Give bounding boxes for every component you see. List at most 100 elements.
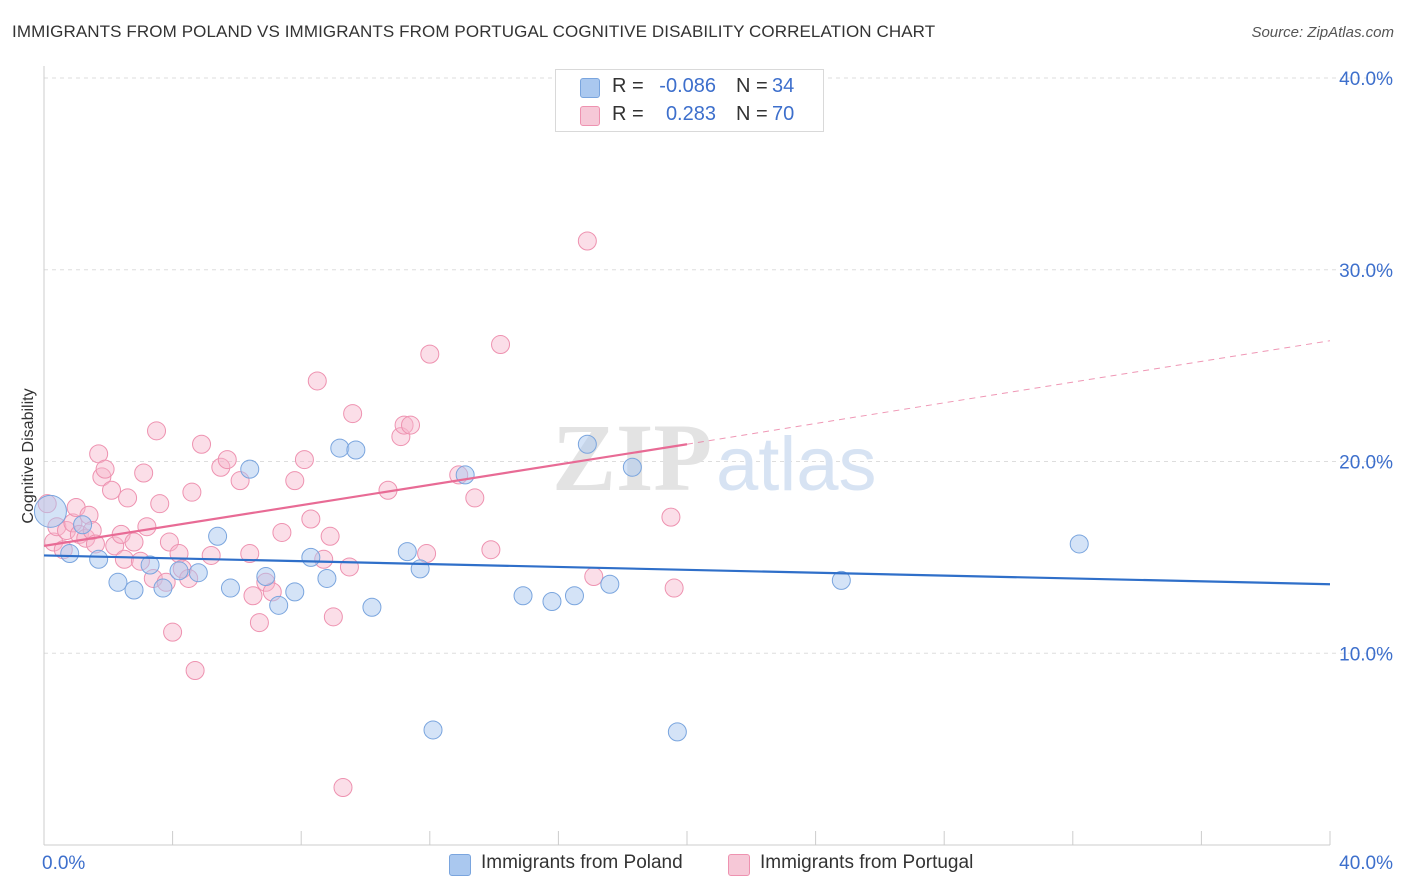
- data-point-poland: [301, 547, 321, 567]
- data-point-poland: [667, 722, 687, 742]
- y-tick-label: 10.0%: [1339, 644, 1393, 665]
- data-point-portugal: [420, 344, 440, 364]
- data-point-poland: [188, 563, 208, 583]
- data-point-portugal: [584, 567, 604, 587]
- data-point-poland: [73, 515, 93, 535]
- data-point-poland: [542, 591, 562, 611]
- legend-n-label: N =: [736, 103, 768, 125]
- data-point-portugal: [249, 613, 269, 633]
- data-point-portugal: [465, 488, 485, 508]
- data-point-poland: [622, 457, 642, 477]
- data-point-portugal: [201, 545, 221, 565]
- watermark-zip: ZIP: [552, 404, 712, 511]
- data-point-poland: [108, 572, 128, 592]
- data-point-portugal: [114, 549, 134, 569]
- watermark-atlas: atlas: [716, 422, 877, 507]
- legend-r-label: R =: [612, 103, 644, 125]
- data-point-portugal: [134, 463, 154, 483]
- legend-r-value: 0.283: [665, 103, 716, 125]
- data-point-portugal: [211, 457, 231, 477]
- data-point-poland: [89, 549, 109, 569]
- data-point-poland: [240, 459, 260, 479]
- data-point-poland: [410, 559, 430, 579]
- data-point-portugal: [118, 488, 138, 508]
- data-point-portugal: [105, 536, 125, 556]
- data-point-portugal: [301, 509, 321, 529]
- data-point-poland: [513, 586, 533, 606]
- data-point-portugal: [339, 557, 359, 577]
- legend-swatch-portugal: [580, 106, 600, 126]
- data-point-portugal: [664, 578, 684, 598]
- data-point-portugal: [320, 526, 340, 546]
- data-point-poland: [577, 434, 597, 454]
- trend-line-portugal-extrapolated: [686, 340, 1331, 445]
- data-point-poland: [330, 438, 350, 458]
- legend-n-value: 70: [772, 103, 795, 125]
- legend-label-portugal: Immigrants from Portugal: [760, 852, 974, 873]
- x-tick-labels: 0.0% 40.0%: [42, 853, 1393, 874]
- trend-line-portugal: [43, 443, 688, 547]
- legend-r-label: R =: [612, 75, 644, 97]
- y-tick-label: 40.0%: [1339, 69, 1393, 90]
- data-point-portugal: [192, 434, 212, 454]
- data-point-portugal: [92, 467, 112, 487]
- data-point-portugal: [343, 404, 363, 424]
- data-point-poland: [423, 720, 443, 740]
- data-point-poland: [346, 440, 366, 460]
- legend-swatch-poland: [580, 78, 600, 98]
- data-point-portugal: [401, 415, 421, 435]
- legend-n-label: N =: [736, 75, 768, 97]
- data-point-portugal: [272, 522, 292, 542]
- watermark: ZIP atlas: [552, 404, 877, 511]
- legend-row-poland: R = -0.086 N = 34: [556, 72, 823, 100]
- source-label: Source: ZipAtlas.com: [1251, 24, 1394, 41]
- data-point-portugal: [661, 507, 681, 527]
- data-point-poland: [208, 526, 228, 546]
- y-tick-label: 30.0%: [1339, 261, 1393, 282]
- data-point-poland: [362, 597, 382, 617]
- legend-swatch-portugal: [728, 854, 750, 876]
- x-tick-label: 0.0%: [42, 853, 85, 874]
- data-point-portugal: [577, 231, 597, 251]
- x-tick-label: 40.0%: [1339, 853, 1393, 874]
- data-point-portugal: [185, 661, 205, 681]
- legend-n-value: 34: [772, 75, 795, 97]
- data-point-poland: [60, 544, 80, 564]
- chart-title: IMMIGRANTS FROM POLAND VS IMMIGRANTS FRO…: [12, 22, 936, 41]
- axes: [43, 66, 1331, 846]
- data-point-portugal: [294, 450, 314, 470]
- data-point-portugal: [240, 544, 260, 564]
- trend-lines: [43, 340, 1331, 586]
- data-point-poland: [397, 542, 417, 562]
- data-point-portugal: [307, 371, 327, 391]
- data-point-poland: [269, 595, 289, 615]
- stats-legend: R = -0.086 N = 34 R = 0.283 N = 70: [555, 69, 824, 132]
- data-point-portugal: [217, 450, 237, 470]
- data-point-poland: [256, 567, 276, 587]
- grid-lines: [44, 77, 1394, 654]
- data-point-poland: [140, 555, 160, 575]
- data-point-portugal: [169, 544, 189, 564]
- data-point-portugal: [150, 494, 170, 514]
- data-point-poland: [1069, 534, 1089, 554]
- data-point-portugal: [394, 415, 414, 435]
- series-portugal-points: [37, 231, 684, 797]
- legend-swatch-poland: [449, 854, 471, 876]
- data-point-portugal: [95, 459, 115, 479]
- data-point-portugal: [182, 482, 202, 502]
- data-point-poland: [124, 580, 144, 600]
- data-point-poland: [33, 494, 67, 528]
- data-point-portugal: [481, 540, 501, 560]
- data-point-poland: [317, 568, 337, 588]
- data-point-portugal: [163, 622, 183, 642]
- data-point-poland: [564, 586, 584, 606]
- data-point-portugal: [137, 517, 157, 537]
- data-point-portugal: [491, 335, 511, 355]
- data-point-portugal: [147, 421, 167, 441]
- data-point-portugal: [333, 777, 353, 797]
- data-point-portugal: [323, 607, 343, 627]
- data-point-portugal: [285, 471, 305, 491]
- data-point-poland: [600, 574, 620, 594]
- data-point-portugal: [102, 480, 122, 500]
